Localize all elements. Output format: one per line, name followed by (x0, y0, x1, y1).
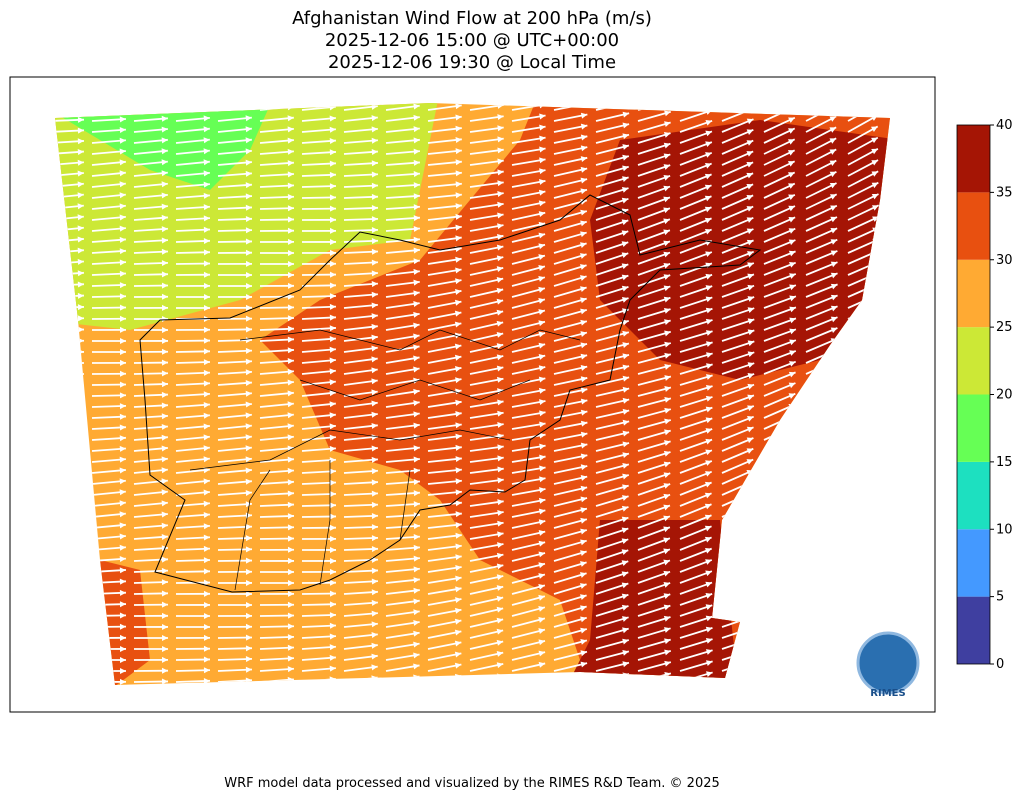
chart-title: 2025-12-06 19:30 @ Local Time (328, 52, 616, 73)
colorbar-tick-label: 25 (996, 320, 1013, 335)
chart-title: Afghanistan Wind Flow at 200 hPa (m/s) (292, 8, 652, 29)
chart-title: 2025-12-06 15:00 @ UTC+00:00 (325, 30, 619, 51)
colorbar-segment (957, 192, 990, 259)
colorbar-tick-label: 10 (996, 522, 1013, 537)
colorbar-tick-label: 0 (996, 657, 1004, 672)
logo-emblem (858, 633, 918, 693)
colorbar-segment (957, 529, 990, 596)
logo-text: RIMES (870, 688, 905, 699)
colorbar-segment (957, 260, 990, 327)
colorbar-tick-label: 20 (996, 388, 1013, 403)
colorbar-segment (957, 597, 990, 664)
colorbar-tick-label: 40 (996, 118, 1013, 133)
colorbar-segment (957, 462, 990, 529)
colorbar-segment (957, 395, 990, 462)
footer: WRF model data processed and visualized … (224, 776, 720, 791)
colorbar-segment (957, 125, 990, 192)
colorbar-segment (957, 327, 990, 394)
colorbar-tick-label: 30 (996, 253, 1013, 268)
colorbar-tick-label: 35 (996, 185, 1013, 200)
colorbar-tick-label: 15 (996, 455, 1013, 470)
colorbar-tick-label: 5 (996, 590, 1004, 605)
